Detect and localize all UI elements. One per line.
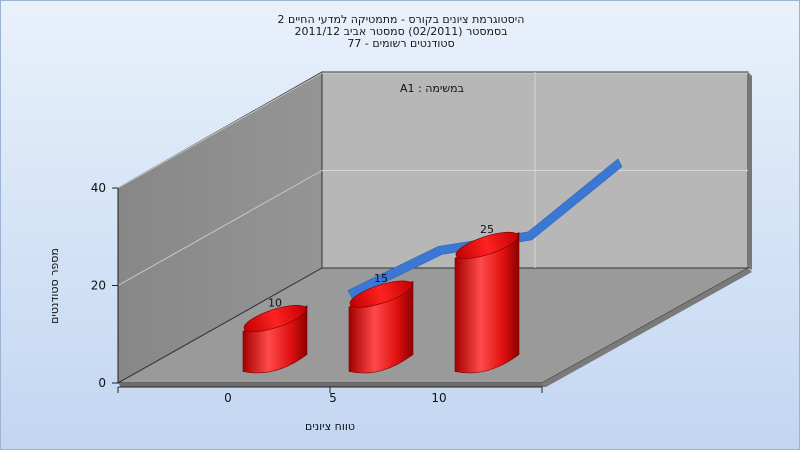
bar-1 (348, 280, 414, 374)
x-axis: 0 5 10 (117, 386, 543, 405)
bar-body-2 (454, 232, 520, 374)
bar-data-label-1: 15 (374, 272, 388, 285)
x-tick-label-2: 10 (431, 391, 446, 405)
gridline-left-1 (117, 170, 323, 286)
floor-right-edge (542, 268, 752, 387)
bar-series: 10 15 25 (242, 223, 520, 374)
bar-cap-2 (455, 231, 519, 259)
y-tick-label-1: 20 (91, 279, 106, 293)
bar-body-0 (242, 305, 308, 374)
chart-title-line-1: היסטוגרמת ציונים בקורס - מתמטיקה למדעי ה… (277, 13, 525, 26)
x-tick-label-0: 0 (224, 391, 232, 405)
bar-2 (454, 231, 520, 374)
x-axis-title: טווח ציונים (305, 420, 355, 433)
y-tick-label-0: 0 (98, 376, 106, 390)
chart-title-line-2: בסמסטר (02/2011) סמסטר אביב 2011/12 (294, 25, 508, 38)
bar-data-label-0: 10 (268, 296, 282, 309)
chart-subtitle: במשימה : A1 (400, 82, 464, 95)
y-axis: 0 20 40 (91, 181, 119, 390)
bar-0 (242, 305, 308, 374)
x-tick-label-1: 5 (329, 391, 337, 405)
y-axis-title: מספר סטודנטים (48, 248, 61, 324)
trend-series (347, 158, 623, 299)
y-tick-label-2: 40 (91, 181, 106, 195)
back-wall-edge (748, 72, 752, 270)
bar-cap-1 (349, 280, 413, 308)
chart-title-line-3: סטודנטים רשומים - 77 (347, 37, 455, 50)
bar-data-label-2: 25 (480, 223, 494, 236)
bar-cap-0 (243, 305, 307, 332)
gridline-left-2 (117, 72, 323, 189)
trend-ribbon (347, 158, 623, 299)
floor-front-edge (118, 383, 546, 387)
